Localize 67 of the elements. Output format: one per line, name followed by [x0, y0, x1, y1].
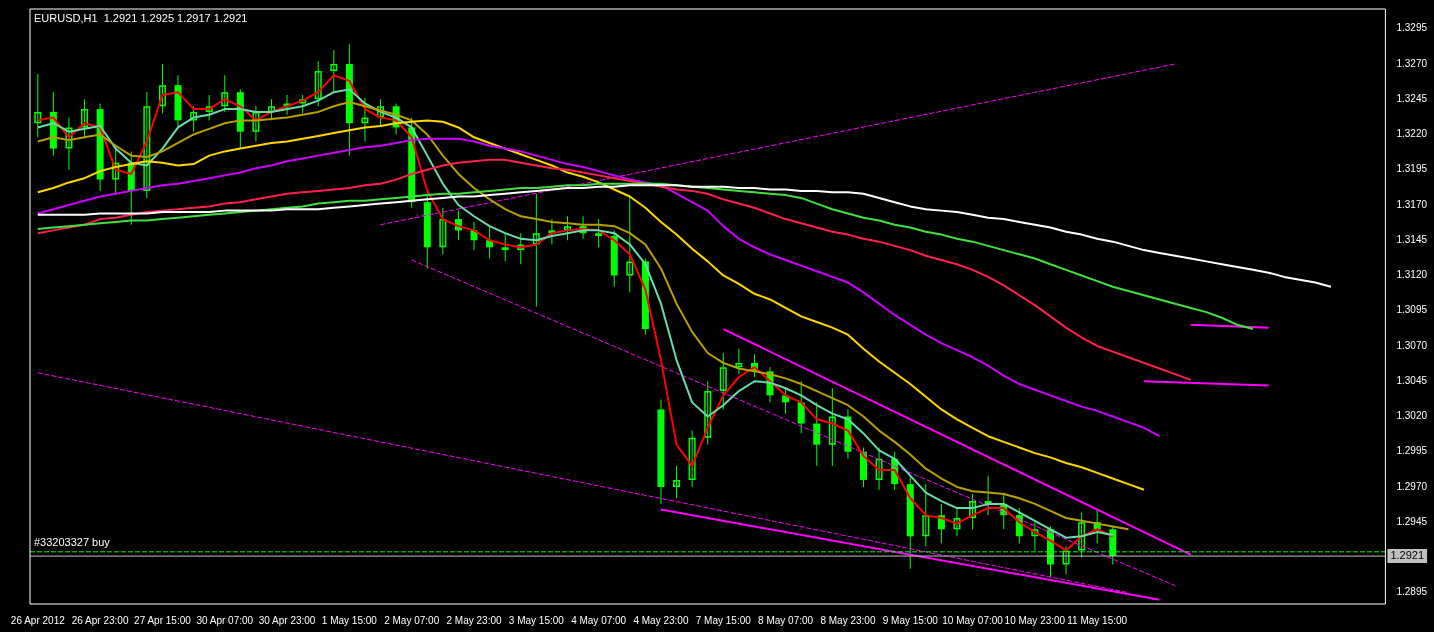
y-tick-label: 1.3045 [1396, 374, 1428, 386]
y-tick-label: 1.2895 [1396, 586, 1428, 598]
x-tick-label: 2 May 23:00 [446, 614, 502, 626]
candlestick [797, 380, 805, 434]
x-tick-label: 26 Apr 2012 [10, 614, 66, 626]
ref-line-label: #33203327 buy [34, 536, 111, 549]
candlestick [922, 483, 930, 547]
candlestick [252, 105, 260, 143]
candlestick [439, 207, 447, 255]
x-tick-label: 11 May 15:00 [1067, 614, 1128, 626]
candlestick [221, 74, 229, 113]
candlestick [65, 117, 73, 171]
candlestick [969, 493, 977, 530]
candlestick [719, 352, 727, 410]
y-tick-label: 1.3245 [1396, 92, 1428, 104]
y-tick-label: 1.3020 [1396, 410, 1428, 422]
candlestick [673, 465, 681, 499]
x-tick-label: 8 May 07:00 [758, 614, 814, 626]
x-tick-label: 10 May 07:00 [942, 614, 1004, 626]
y-tick-label: 1.3220 [1396, 128, 1428, 140]
ref-line-label: 1.2921 [1390, 549, 1425, 562]
candlestick [330, 49, 338, 93]
y-tick-label: 1.3120 [1396, 269, 1428, 281]
x-tick-label: 9 May 15:00 [882, 614, 939, 626]
candlestick [34, 73, 42, 138]
candlestick [361, 97, 369, 143]
candlestick [688, 430, 696, 488]
x-tick-label: 27 Apr 15:00 [134, 614, 192, 626]
candlestick [953, 507, 961, 537]
x-tick-label: 2 May 07:00 [384, 614, 440, 626]
candlestick [314, 60, 322, 107]
candlestick [501, 232, 509, 262]
y-tick-label: 1.3145 [1396, 233, 1428, 245]
x-tick-label: 10 May 23:00 [1004, 614, 1066, 626]
x-tick-label: 30 Apr 23:00 [258, 614, 316, 626]
x-tick-label: 8 May 23:00 [820, 614, 876, 626]
candlestick [158, 63, 166, 114]
x-tick-label: 3 May 15:00 [508, 614, 565, 626]
x-tick-label: 1 May 15:00 [321, 614, 378, 626]
candlestick [532, 193, 540, 307]
candlestick [190, 105, 198, 133]
candlestick [143, 91, 151, 199]
candlestick [81, 98, 89, 138]
candlestick [517, 232, 525, 265]
x-tick-label: 7 May 15:00 [695, 614, 752, 626]
y-tick-label: 1.3195 [1396, 163, 1428, 175]
y-tick-label: 1.2970 [1396, 480, 1428, 492]
y-tick-label: 1.3095 [1396, 304, 1428, 316]
candlestick [377, 98, 385, 127]
y-tick-label: 1.3295 [1396, 22, 1428, 34]
chart-title: EURUSD,H1 1.2921 1.2925 1.2917 1.2921 [34, 11, 248, 24]
y-tick-label: 1.3270 [1396, 57, 1428, 69]
x-tick-label: 4 May 07:00 [571, 614, 627, 626]
y-tick-label: 1.3170 [1396, 198, 1428, 210]
candlestick [704, 380, 712, 446]
candlestick [112, 148, 120, 195]
candlestick [875, 447, 883, 491]
candlestick [813, 401, 821, 467]
x-tick-label: 4 May 23:00 [633, 614, 689, 626]
y-tick-label: 1.2995 [1396, 445, 1428, 457]
candlestick [595, 218, 603, 248]
x-tick-label: 30 Apr 07:00 [196, 614, 254, 626]
candlestick [828, 387, 836, 467]
candlestick [205, 94, 213, 121]
y-tick-label: 1.3070 [1396, 339, 1428, 351]
y-tick-label: 1.2945 [1396, 515, 1428, 527]
x-tick-label: 26 Apr 23:00 [71, 614, 129, 626]
